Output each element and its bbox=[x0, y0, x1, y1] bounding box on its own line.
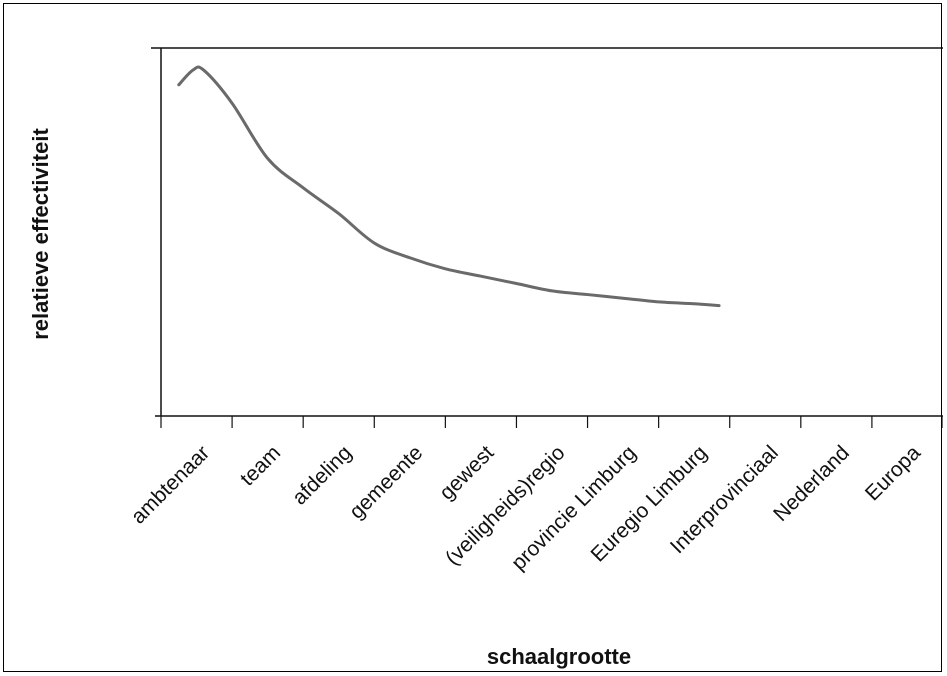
series-line-0 bbox=[177, 65, 721, 308]
x-tick-label: provincie Limburg bbox=[507, 441, 640, 574]
plot-area bbox=[151, 47, 943, 417]
y-axis-label: relatieve effectiviteit bbox=[28, 128, 53, 340]
x-tick-label: gemeente bbox=[345, 441, 427, 523]
x-tick-label: ambtenaar bbox=[127, 441, 214, 528]
chart-frame: ambtenaar team afdeling gemeente gewest (veil… bbox=[3, 3, 943, 672]
x-tick-label: Europa bbox=[861, 441, 925, 505]
x-tick-label: team bbox=[236, 441, 285, 490]
x-tick-label: gewest bbox=[435, 441, 498, 504]
series-layer bbox=[177, 65, 721, 308]
x-tick-label: afdeling bbox=[288, 441, 356, 509]
x-axis-label: schaalgrootte bbox=[487, 644, 631, 669]
x-tick-label: (veiligheids)regio bbox=[441, 441, 570, 570]
x-tick-label: Nederland bbox=[769, 441, 854, 526]
